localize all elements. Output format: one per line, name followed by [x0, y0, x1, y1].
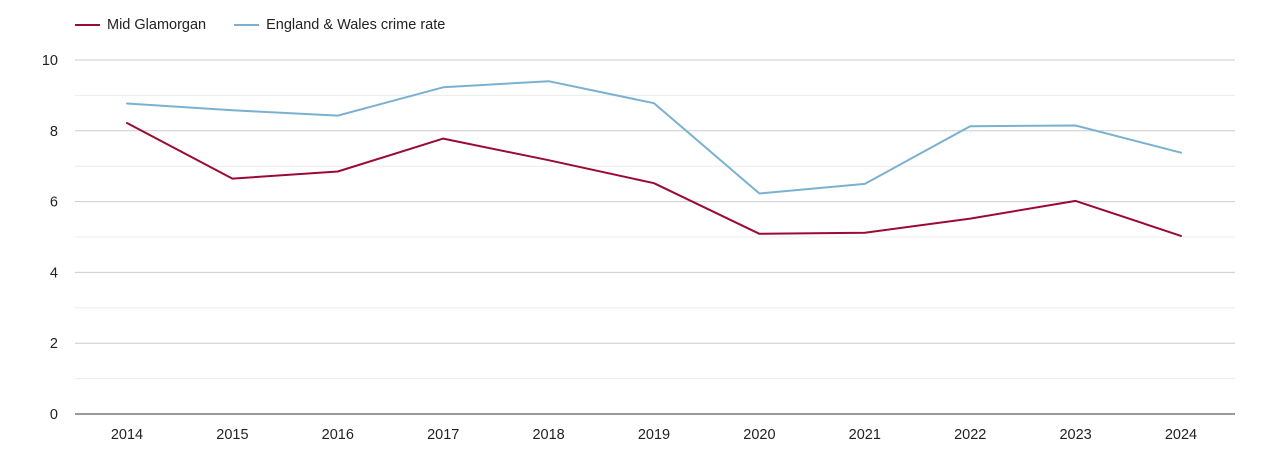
legend-item-mid-glamorgan[interactable]: Mid Glamorgan	[75, 17, 206, 33]
x-tick-label: 2023	[1059, 427, 1091, 443]
x-tick-label: 2022	[954, 427, 986, 443]
x-tick-label: 2021	[849, 427, 881, 443]
x-tick-label: 2015	[216, 427, 248, 443]
legend-item-england-wales[interactable]: England & Wales crime rate	[234, 17, 445, 33]
x-tick-label: 2017	[427, 427, 459, 443]
x-tick-label: 2014	[111, 427, 143, 443]
legend-swatch-england-wales	[234, 24, 260, 26]
y-tick-label: 4	[50, 265, 58, 281]
series-line-england-wales-crime-rate	[126, 80, 1182, 195]
y-tick-label: 8	[50, 124, 58, 140]
y-tick-label: 10	[42, 53, 58, 69]
y-tick-label: 6	[50, 195, 58, 211]
chart-legend: Mid Glamorgan England & Wales crime rate	[75, 14, 473, 36]
y-tick-label: 2	[50, 336, 58, 352]
x-tick-label: 2024	[1165, 427, 1197, 443]
x-tick-label: 2018	[532, 427, 564, 443]
series-line-mid-glamorgan	[126, 122, 1182, 237]
x-tick-label: 2020	[743, 427, 775, 443]
legend-label-england-wales: England & Wales crime rate	[266, 17, 446, 33]
legend-label-mid-glamorgan: Mid Glamorgan	[107, 17, 207, 33]
x-tick-label: 2019	[638, 427, 670, 443]
legend-swatch-mid-glamorgan	[75, 24, 100, 26]
y-tick-label: 0	[50, 407, 58, 423]
x-tick-label: 2016	[322, 427, 354, 443]
